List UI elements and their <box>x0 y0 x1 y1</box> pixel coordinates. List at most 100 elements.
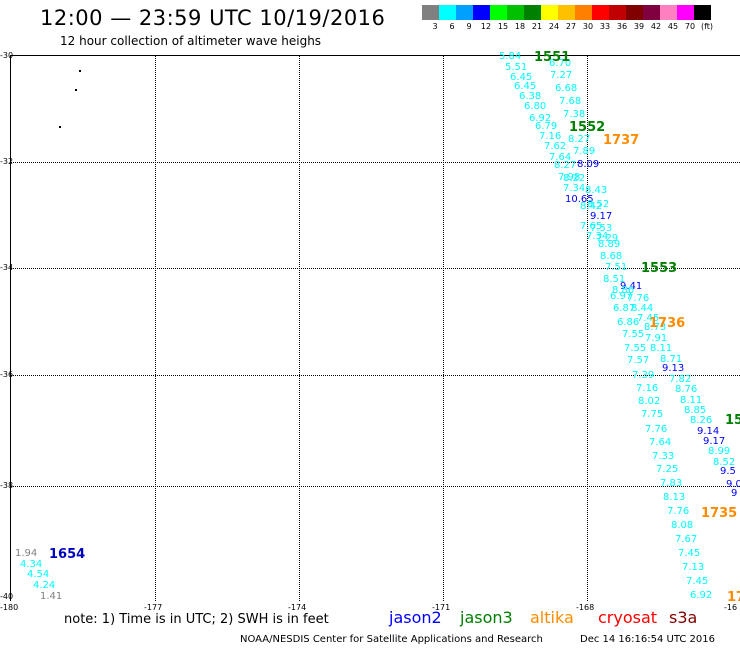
scale-swatch <box>439 5 456 20</box>
scale-label: 15 <box>497 22 509 31</box>
wave-height-value: 8.68 <box>600 251 623 262</box>
wave-height-value: 7.51 <box>605 262 628 273</box>
pass-time-label: 15 <box>725 413 740 428</box>
lat-label: -34 <box>0 263 14 272</box>
wave-height-value: 9.5 <box>720 466 736 477</box>
pass-time-label: 1552 <box>569 120 606 135</box>
footer-note: note: 1) Time is in UTC; 2) SWH is in fe… <box>64 612 329 627</box>
lon-label: -177 <box>144 603 163 612</box>
wave-height-value: 7.76 <box>645 424 668 435</box>
wave-height-value: 6.86 <box>617 317 640 328</box>
lon-label: -16 <box>724 603 738 612</box>
wave-height-value: 8.99 <box>708 446 731 457</box>
pass-time-label: 1737 <box>603 133 640 148</box>
wave-height-value: 9.13 <box>662 363 685 374</box>
pass-time-label: 1654 <box>49 547 86 562</box>
legend-cryosat: cryosat <box>598 608 658 627</box>
wave-height-value: 8.43 <box>585 185 608 196</box>
lon-label: -168 <box>576 603 595 612</box>
wave-height-value: 7.34 <box>586 231 609 242</box>
wave-height-value: 7.83 <box>660 478 683 489</box>
wave-height-value: 7.45 <box>637 313 660 324</box>
scale-label: 36 <box>616 22 628 31</box>
wave-height-value: 8.42 <box>580 201 603 212</box>
wave-height-value: 7.16 <box>636 383 659 394</box>
scale-swatch <box>694 5 711 20</box>
grid-line-lon <box>299 56 300 601</box>
wave-height-value: 7.76 <box>627 293 650 304</box>
wave-height-value: 7.75 <box>641 409 664 420</box>
wave-height-value: 8.89 <box>598 239 621 250</box>
wave-height-value: 7.98 <box>558 172 581 183</box>
wave-height-value: 5.84 <box>499 51 522 62</box>
wave-height-value: 7.91 <box>645 333 668 344</box>
page-subtitle: 12 hour collection of altimeter wave hei… <box>60 34 322 48</box>
scale-swatch <box>490 5 507 20</box>
scale-swatch <box>456 5 473 20</box>
scale-swatch <box>558 5 575 20</box>
wave-height-value: 6.70 <box>549 58 572 69</box>
wave-height-value: 6.97 <box>610 291 633 302</box>
scale-label: 24 <box>548 22 560 31</box>
wave-height-value: 7.25 <box>656 464 679 475</box>
wave-height-value: 9.17 <box>590 211 613 222</box>
wave-height-value: 8.71 <box>660 354 683 365</box>
scale-label: (ft) <box>700 22 714 31</box>
lat-label: -36 <box>0 370 14 379</box>
legend-altika: altika <box>530 608 574 627</box>
wave-height-value: 7.45 <box>678 548 701 559</box>
scale-swatch <box>507 5 524 20</box>
wave-height-value: 9.0 <box>726 479 740 490</box>
grid-line-lat <box>11 375 740 376</box>
scale-label: 30 <box>582 22 594 31</box>
credit-line: NOAA/NESDIS Center for Satellite Applica… <box>240 634 543 645</box>
grid-line-lat <box>11 268 740 269</box>
wave-height-value: 7.64 <box>549 152 572 163</box>
wave-height-value: 1.41 <box>40 591 63 602</box>
scale-label: 12 <box>480 22 492 31</box>
pass-time-label: 17 <box>727 590 740 605</box>
legend-jason3: jason3 <box>460 608 513 627</box>
wave-height-value: 7.16 <box>539 131 562 142</box>
wave-height-value: 5.51 <box>505 62 528 73</box>
grid-line-lon <box>155 56 156 601</box>
scale-swatch <box>592 5 609 20</box>
wave-height-value: 7.62 <box>544 141 567 152</box>
wave-height-value: 7.34 <box>563 183 586 194</box>
wave-height-value: 6.92 <box>529 113 552 124</box>
scale-swatch <box>524 5 541 20</box>
wave-height-value: 9.41 <box>620 281 643 292</box>
map-plot-area <box>10 55 740 601</box>
wave-height-value: 7.27 <box>550 70 573 81</box>
wave-height-value: 9.14 <box>697 426 720 437</box>
wave-height-value: 7.55 <box>624 343 647 354</box>
wave-height-value: 8.11 <box>650 343 673 354</box>
scale-swatch <box>643 5 660 20</box>
wave-height-value: 4.34 <box>20 559 43 570</box>
wave-height-value: 8.02 <box>638 396 661 407</box>
scale-label: 42 <box>650 22 662 31</box>
wave-height-value: 8.86 <box>612 285 635 296</box>
wave-height-value: 7.33 <box>652 451 675 462</box>
wave-height-value: 8.26 <box>690 415 713 426</box>
scale-swatch <box>660 5 677 20</box>
pass-time-label: 1736 <box>649 316 686 331</box>
wave-height-value: 6.45 <box>510 72 533 83</box>
scale-label: 9 <box>466 22 472 31</box>
lat-label: -38 <box>0 481 14 490</box>
wave-height-value: 7.65 <box>580 221 603 232</box>
wave-height-value: 8.09 <box>577 159 600 170</box>
lat-label: -40 <box>0 592 14 601</box>
wave-height-value: 6.80 <box>524 101 547 112</box>
lon-label: -174 <box>288 603 307 612</box>
wave-height-value: 7.82 <box>669 374 692 385</box>
wave-height-value: 6.92 <box>690 590 713 601</box>
wave-height-value: 8.85 <box>684 405 707 416</box>
wave-height-value: 8.76 <box>675 384 698 395</box>
wave-height-value: 8.22 <box>563 173 586 184</box>
wave-height-value: 7.57 <box>627 355 650 366</box>
lon-label: -171 <box>432 603 451 612</box>
wave-height-value: 7.64 <box>649 437 672 448</box>
wave-height-value: 7.53 <box>590 223 613 234</box>
scale-label: 70 <box>684 22 696 31</box>
